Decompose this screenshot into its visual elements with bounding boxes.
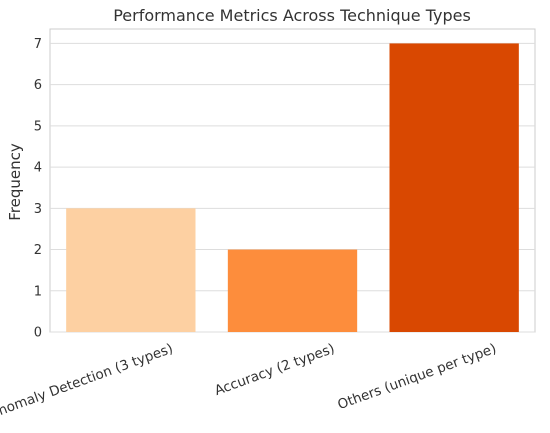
y-axis-label: Frequency <box>6 143 24 221</box>
y-tick-label: 3 <box>34 202 42 217</box>
y-tick-label: 2 <box>34 243 42 258</box>
bar <box>389 43 519 333</box>
x-tick-label: Accuracy (2 types) <box>212 341 336 399</box>
y-tick-label: 4 <box>34 161 42 176</box>
x-tick-label: Others (unique per type) <box>336 341 499 413</box>
chart-title: Performance Metrics Across Technique Typ… <box>113 6 471 25</box>
y-tick-labels: 0 1 2 3 4 5 6 7 <box>34 37 42 341</box>
x-tick-labels: Anomaly Detection (3 types) Accuracy (2 t… <box>0 341 499 422</box>
y-tick-label: 6 <box>34 78 42 93</box>
y-tick-label: 5 <box>34 119 42 134</box>
y-tick-label: 1 <box>34 284 42 299</box>
y-tick-label: 0 <box>34 326 42 341</box>
bar <box>66 208 196 332</box>
bars <box>66 43 519 333</box>
y-tick-label: 7 <box>34 37 42 52</box>
x-tick-label: Anomaly Detection (3 types) <box>0 341 175 422</box>
bar <box>227 249 358 332</box>
